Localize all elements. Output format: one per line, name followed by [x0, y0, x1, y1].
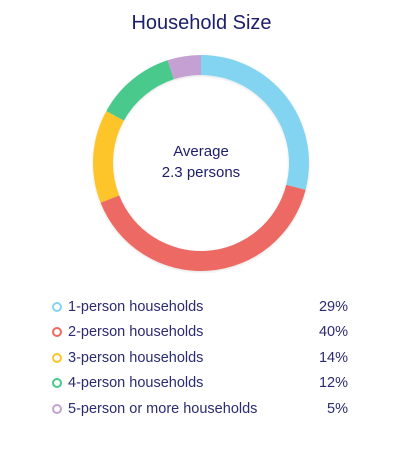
donut-slice-4[interactable] [106, 60, 174, 121]
legend-item[interactable]: 1-person households 29% [52, 294, 348, 320]
legend-value: 29% [318, 298, 348, 315]
legend-value: 14% [318, 349, 348, 366]
legend-value: 40% [318, 324, 348, 341]
legend-item[interactable]: 2-person households 40% [52, 320, 348, 346]
legend-label: 5-person or more households [68, 400, 258, 417]
legend-marker-icon [52, 403, 62, 414]
center-label-line2: 2.3 persons [161, 164, 241, 181]
donut-svg [93, 55, 309, 271]
legend-marker-icon [52, 378, 62, 389]
legend-label: 4-person households [68, 375, 204, 392]
legend-marker-icon [52, 327, 62, 338]
donut-chart: Average 2.3 persons [91, 53, 311, 273]
donut-slice-5[interactable] [167, 55, 201, 80]
legend-label: 2-person households [68, 324, 204, 341]
legend-item[interactable]: 4-person households 12% [52, 371, 348, 397]
legend-value: 5% [327, 400, 348, 417]
legend-item[interactable]: 5-person or more households 5% [52, 396, 348, 422]
legend: 1-person households 29% 2-person househo… [52, 294, 348, 422]
donut-slice-2[interactable] [100, 184, 306, 271]
center-label: Average 2.3 persons [91, 141, 311, 183]
donut-slice-1[interactable] [201, 55, 309, 190]
center-label-line1: Average [173, 143, 229, 160]
legend-item[interactable]: 3-person households 14% [52, 345, 348, 371]
legend-label: 1-person households [68, 298, 204, 315]
donut-slice-3[interactable] [93, 110, 124, 203]
legend-marker-icon [52, 301, 62, 312]
chart-title: Household Size [131, 12, 272, 34]
legend-value: 12% [318, 375, 348, 392]
legend-marker-icon [52, 352, 62, 363]
legend-label: 3-person households [68, 349, 204, 366]
